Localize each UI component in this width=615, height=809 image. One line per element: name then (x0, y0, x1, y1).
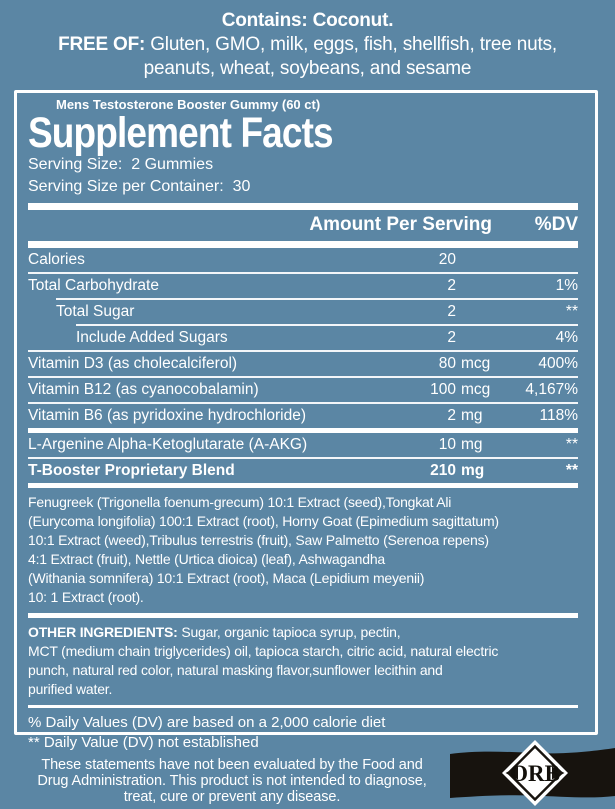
contains-statement: Contains: Coconut. (221, 10, 394, 31)
supplement-facts-panel: Mens Testosterone Booster Gummy (60 ct) … (14, 90, 598, 751)
separator-line (28, 705, 578, 708)
free-of-label: FREE OF: (58, 34, 146, 55)
table-row-vitamin-b12: Vitamin B12 (as cyanocobalamin) 100 mcg 4… (28, 378, 578, 402)
separator-line (28, 457, 578, 459)
table-row-total-sugar: Total Sugar 2 ** (28, 300, 578, 324)
separator-line (28, 376, 578, 378)
row-label: Total Carbohydrate (28, 277, 159, 294)
servings-per-container-line: Serving Size per Container: 30 (28, 176, 578, 198)
separator-bar (28, 428, 578, 433)
row-label: T-Booster Proprietary Blend (28, 462, 235, 479)
logo-diamond (502, 740, 568, 806)
footnotes: % Daily Values (DV) are based on a 2,000… (28, 708, 578, 752)
row-unit: mcg (461, 355, 491, 372)
servings-per-container-value: 30 (232, 178, 251, 195)
separator-line (28, 350, 578, 352)
other-ingredients-text: Sugar, organic tapioca syrup, pectin, MC… (28, 624, 499, 697)
separator-line (28, 402, 578, 404)
separator-bar (28, 241, 578, 248)
row-unit: mcg (461, 381, 491, 398)
logo-text: ORB (510, 761, 560, 786)
blend-description: Fenugreek (Trigonella foenum-grecum) 10:… (28, 494, 499, 605)
panel-title: Supplement Facts (28, 109, 334, 157)
allergen-statements: Contains: Coconut. FREE OF: Gluten, GMO,… (0, 0, 615, 81)
servings-per-container-label: Serving Size per Container: (28, 178, 224, 195)
row-amount: 210 (430, 462, 456, 479)
row-dv: 4% (555, 329, 578, 346)
row-dv: 400% (538, 355, 578, 372)
separator-line (76, 324, 578, 326)
logo-diamond-border (506, 744, 564, 802)
serving-size-label: Serving Size: (28, 156, 123, 173)
row-label: Include Added Sugars (76, 329, 228, 346)
row-amount: 2 (447, 329, 456, 346)
row-amount: 2 (447, 303, 456, 320)
table-row-calories: Calories 20 (28, 248, 578, 272)
row-dv: 4,167% (525, 381, 578, 398)
other-ingredients-label: OTHER INGREDIENTS: (28, 624, 178, 640)
free-of-text: Gluten, GMO, milk, eggs, fish, shellfish… (143, 34, 557, 79)
row-label: L-Argenine Alpha-Ketoglutarate (A-AKG) (28, 436, 308, 453)
footnote-not-established: ** Daily Value (DV) not established (28, 733, 259, 751)
row-label: Calories (28, 251, 85, 268)
table-row-t-booster-blend: T-Booster Proprietary Blend 210 mg ** (28, 459, 578, 483)
table-header: Amount Per Serving %DV (28, 210, 578, 241)
row-unit: mg (461, 436, 483, 453)
separator-line (56, 298, 578, 300)
row-dv: ** (565, 436, 578, 453)
table-row-vitamin-d3: Vitamin D3 (as cholecalciferol) 80 mcg 40… (28, 352, 578, 376)
serving-size-line: Serving Size: 2 Gummies (28, 154, 578, 176)
amount-per-serving-header: Amount Per Serving (309, 214, 492, 235)
other-ingredients: OTHER INGREDIENTS: Sugar, organic tapioc… (28, 618, 578, 705)
separator-line (28, 272, 578, 274)
table-row-l-argenine: L-Argenine Alpha-Ketoglutarate (A-AKG) 1… (28, 433, 578, 457)
row-amount: 100 (430, 381, 456, 398)
free-of-statement: FREE OF: Gluten, GMO, milk, eggs, fish, … (0, 33, 615, 81)
row-dv: 118% (539, 407, 579, 424)
orb-logo: ORB (450, 735, 615, 809)
product-name: Mens Testosterone Booster Gummy (60 ct) (56, 97, 321, 112)
row-unit: mg (461, 407, 483, 424)
dv-header: %DV (534, 214, 578, 235)
table-row-total-carbohydrate: Total Carbohydrate 2 1% (28, 274, 578, 298)
row-label: Vitamin B6 (as pyridoxine hydrochloride) (28, 407, 306, 424)
row-unit: mg (461, 462, 485, 479)
row-amount: 2 (447, 277, 456, 294)
row-amount: 2 (447, 407, 456, 424)
row-label: Vitamin D3 (as cholecalciferol) (28, 355, 238, 372)
row-label: Total Sugar (56, 303, 135, 320)
serving-size-value: 2 Gummies (131, 156, 214, 173)
logo-left-arrow-icon (505, 766, 518, 780)
footnote-daily-values: % Daily Values (DV) are based on a 2,000… (28, 714, 386, 731)
row-amount: 20 (438, 251, 456, 268)
table-row-added-sugars: Include Added Sugars 2 4% (28, 326, 578, 350)
logo-right-arrow-icon (552, 766, 565, 780)
row-dv: ** (565, 303, 578, 320)
separator-bar (28, 483, 578, 488)
fda-disclaimer: These statements have not been evaluated… (37, 757, 427, 805)
row-dv: ** (565, 462, 578, 479)
row-label: Vitamin B12 (as cyanocobalamin) (28, 381, 259, 398)
row-amount: 10 (438, 436, 456, 453)
row-amount: 80 (438, 355, 456, 372)
separator-bar (28, 613, 578, 618)
separator-bar (28, 203, 578, 210)
table-row-vitamin-b6: Vitamin B6 (as pyridoxine hydrochloride)… (28, 404, 578, 428)
row-dv: 1% (555, 277, 578, 294)
